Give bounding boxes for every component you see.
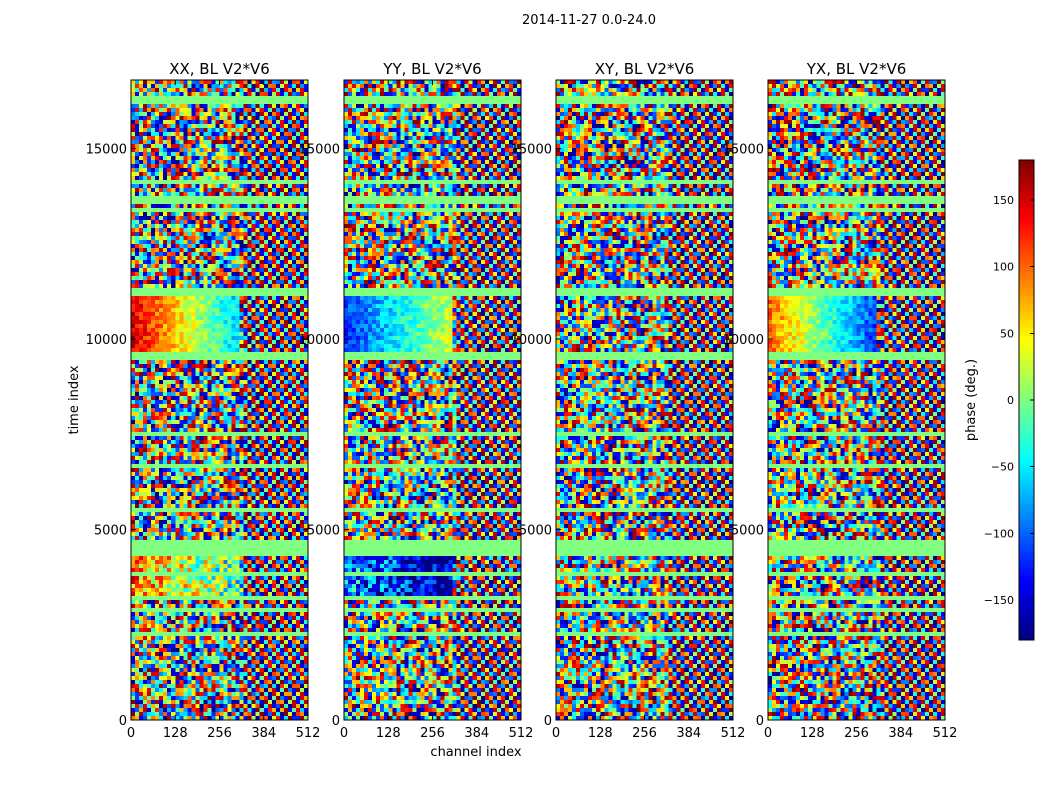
x-tick-label: 512 [296, 726, 321, 741]
x-tick-label: 256 [632, 726, 657, 741]
y-tick-label: 10000 [299, 333, 340, 348]
x-tick-label: 128 [376, 726, 401, 741]
panel-title-xy: XY, BL V2*V6 [595, 60, 695, 78]
y-tick-label: 15000 [723, 143, 764, 158]
y-tick-label: 5000 [307, 524, 340, 539]
x-tick-label: 0 [552, 726, 560, 741]
colorbar-tick-label: 50 [1000, 327, 1014, 340]
colorbar-label: phase (deg.) [964, 359, 979, 441]
x-tick-label: 256 [420, 726, 445, 741]
y-tick-label: 15000 [299, 143, 340, 158]
colorbar-tick-label: −100 [984, 527, 1014, 540]
heatmap-image-xx [131, 80, 308, 720]
x-tick-label: 256 [844, 726, 869, 741]
x-tick-label: 0 [764, 726, 772, 741]
x-tick-label: 256 [207, 726, 232, 741]
panel-title-yx: YX, BL V2*V6 [806, 60, 907, 78]
heatmap-image-yy [344, 80, 521, 720]
colorbar-tick-label: 150 [993, 194, 1014, 207]
panel-title-xx: XX, BL V2*V6 [169, 60, 270, 78]
panel-yx: YX, BL V2*V6 0 128 256 384 512 0 5000 10000 15000 [723, 60, 958, 741]
y-tick-label: 10000 [723, 333, 764, 348]
x-tick-label: 0 [127, 726, 135, 741]
y-tick-label: 0 [756, 714, 764, 729]
y-tick-label: 5000 [731, 524, 764, 539]
colorbar-tick-label: −150 [984, 594, 1014, 607]
x-tick-label: 512 [721, 726, 746, 741]
colorbar: 150 100 50 0 −50 −100 −150 [984, 160, 1034, 640]
x-axis-label: channel index [430, 745, 521, 760]
x-tick-label: 384 [251, 726, 276, 741]
x-tick-label: 128 [800, 726, 825, 741]
colorbar-tick-label: 100 [993, 261, 1014, 274]
y-tick-label: 0 [332, 714, 340, 729]
y-tick-label: 10000 [511, 333, 552, 348]
colorbar-tick-label: 0 [1007, 394, 1014, 407]
x-tick-label: 128 [588, 726, 613, 741]
panel-xx: XX, BL V2*V6 0 128 256 384 512 0 5000 10000 15000 [86, 60, 321, 741]
x-tick-label: 512 [933, 726, 958, 741]
x-tick-label: 384 [464, 726, 489, 741]
panel-title-yy: YY, BL V2*V6 [382, 60, 481, 78]
x-tick-label: 512 [509, 726, 534, 741]
y-tick-label: 5000 [94, 524, 127, 539]
panel-xy: XY, BL V2*V6 0 128 256 384 512 0 5000 10000 15000 [511, 60, 746, 741]
colorbar-tick-label: −50 [991, 461, 1014, 474]
y-tick-label: 0 [544, 714, 552, 729]
y-tick-label: 5000 [519, 524, 552, 539]
heatmap-image-xy [556, 80, 733, 720]
x-tick-label: 128 [163, 726, 188, 741]
y-tick-label: 10000 [86, 333, 127, 348]
y-axis-label: time index [67, 365, 82, 434]
y-tick-label: 15000 [86, 143, 127, 158]
phase-heatmap-figure: XX, BL V2*V60 128 256 384 512050001000015000… [0, 0, 1050, 800]
heatmap-image-yx [768, 80, 945, 720]
y-tick-label: 0 [119, 714, 127, 729]
y-tick-label: 15000 [511, 143, 552, 158]
x-tick-label: 384 [676, 726, 701, 741]
panel-yy: YY, BL V2*V6 0 128 256 384 512 0 5000 10000 15000 [299, 60, 534, 741]
x-tick-label: 384 [888, 726, 913, 741]
x-tick-label: 0 [340, 726, 348, 741]
